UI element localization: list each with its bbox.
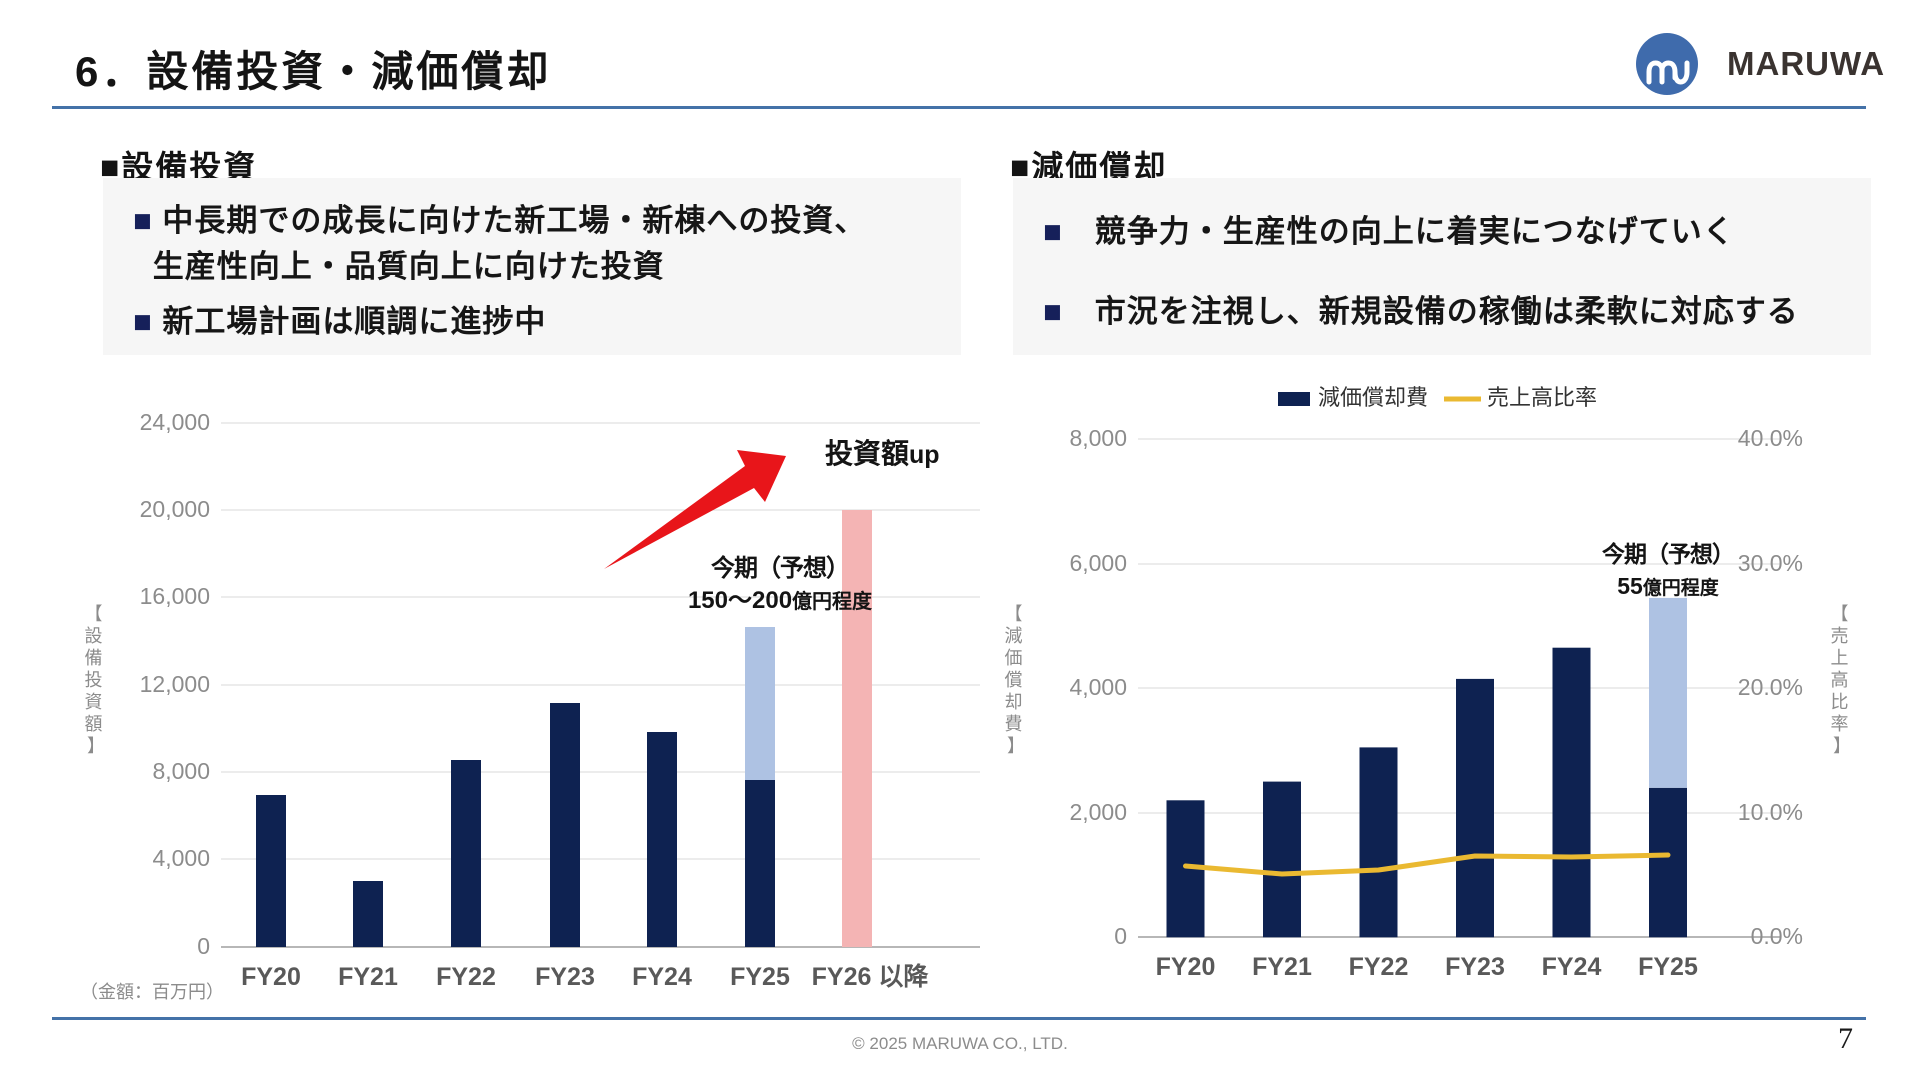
svg-text:20,000: 20,000 xyxy=(140,496,210,522)
svg-text:FY22: FY22 xyxy=(1349,953,1409,981)
svg-text:FY21: FY21 xyxy=(1252,953,1312,981)
svg-text:150～200億円程度: 150～200億円程度 xyxy=(688,587,873,614)
svg-text:0.0%: 0.0% xyxy=(1751,923,1803,949)
svg-text:FY25: FY25 xyxy=(1638,953,1698,981)
svg-text:24,000: 24,000 xyxy=(140,409,210,435)
svg-text:10.0%: 10.0% xyxy=(1738,799,1803,825)
svg-text:FY22: FY22 xyxy=(436,963,496,991)
svg-text:投資額up: 投資額up xyxy=(825,437,940,469)
svg-text:売上高比率: 売上高比率 xyxy=(1487,385,1597,410)
svg-text:今期（予想）: 今期（予想） xyxy=(1602,541,1734,567)
svg-text:減価償却費: 減価償却費 xyxy=(1318,385,1428,410)
svg-text:55億円程度: 55億円程度 xyxy=(1617,573,1720,599)
svg-text:FY24: FY24 xyxy=(632,963,692,991)
svg-text:4,000: 4,000 xyxy=(1069,674,1127,700)
svg-text:FY26 以降: FY26 以降 xyxy=(812,963,930,991)
svg-text:4,000: 4,000 xyxy=(152,845,210,871)
svg-text:【 減 価: 【 減 価 償 却 費 】 xyxy=(1004,604,1027,756)
svg-text:6,000: 6,000 xyxy=(1069,550,1127,576)
svg-text:40.0%: 40.0% xyxy=(1738,425,1803,451)
svg-text:16,000: 16,000 xyxy=(140,583,210,609)
svg-text:FY20: FY20 xyxy=(1156,953,1216,981)
svg-text:FY23: FY23 xyxy=(1445,953,1505,981)
svg-text:20.0%: 20.0% xyxy=(1738,674,1803,700)
svg-text:MARUWA: MARUWA xyxy=(1727,45,1885,82)
svg-text:0: 0 xyxy=(1114,923,1127,949)
svg-text:今期（予想）: 今期（予想） xyxy=(711,554,849,582)
svg-text:8,000: 8,000 xyxy=(1069,425,1127,451)
svg-text:FY20: FY20 xyxy=(241,963,301,991)
svg-text:8,000: 8,000 xyxy=(152,758,210,784)
svg-text:30.0%: 30.0% xyxy=(1738,550,1803,576)
svg-text:FY23: FY23 xyxy=(535,963,595,991)
svg-text:2,000: 2,000 xyxy=(1069,799,1127,825)
svg-text:FY21: FY21 xyxy=(338,963,398,991)
svg-text:FY24: FY24 xyxy=(1542,953,1602,981)
svg-text:【 売 上: 【 売 上 高 比 率 】 xyxy=(1830,604,1853,756)
svg-text:【 設 備: 【 設 備 投 資 額 】 xyxy=(84,604,107,756)
svg-text:FY25: FY25 xyxy=(730,963,790,991)
svg-text:12,000: 12,000 xyxy=(140,671,210,697)
svg-text:0: 0 xyxy=(197,933,210,959)
